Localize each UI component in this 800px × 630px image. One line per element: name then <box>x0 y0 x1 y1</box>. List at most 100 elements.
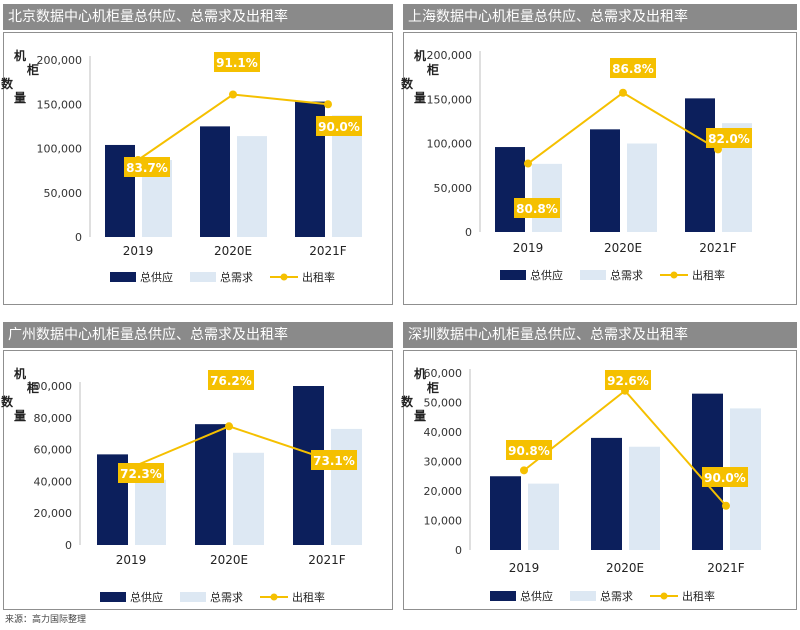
svg-text:柜: 柜 <box>426 380 439 395</box>
chart-title: 北京数据中心机柜量总供应、总需求及出租率 <box>3 4 393 30</box>
svg-text:数: 数 <box>401 394 414 409</box>
supply-bar <box>685 98 715 233</box>
x-tick-label: 2019 <box>123 244 154 258</box>
rate-label: 76.2% <box>210 374 252 388</box>
demand-bar <box>532 163 562 232</box>
rate-label-box <box>124 157 170 177</box>
legend-demand-swatch <box>180 592 206 602</box>
rate-point <box>619 88 627 97</box>
rate-point <box>722 501 730 510</box>
y-tick-label: 40,000 <box>34 475 73 488</box>
rate-label-box <box>311 450 357 470</box>
demand-bar <box>233 452 264 545</box>
rate-point <box>225 422 233 431</box>
svg-text:量: 量 <box>414 409 426 423</box>
chart-frame <box>3 32 393 305</box>
svg-text:柜: 柜 <box>426 62 439 77</box>
y-tick-label: 100,000 <box>27 380 73 393</box>
svg-text:柜: 柜 <box>26 62 39 77</box>
rate-label-box <box>610 58 656 78</box>
legend-demand-label: 总需求 <box>600 589 633 603</box>
rate-label: 82.0% <box>708 132 750 146</box>
x-tick-label: 2021F <box>309 244 347 258</box>
supply-bar <box>490 476 521 550</box>
chart-title: 上海数据中心机柜量总供应、总需求及出租率 <box>403 4 797 30</box>
rate-label-box <box>702 467 748 487</box>
legend-supply-label: 总供应 <box>520 589 553 603</box>
x-tick-label: 2019 <box>116 553 147 567</box>
y-tick-label: 100,000 <box>37 143 83 156</box>
rate-label: 92.6% <box>607 374 649 388</box>
y-tick-label: 100,000 <box>427 138 473 151</box>
y-tick-label: 150,000 <box>427 93 473 106</box>
legend-demand-label: 总需求 <box>610 268 643 282</box>
rate-label: 86.8% <box>612 62 654 76</box>
y-tick-label: 60,000 <box>34 444 73 457</box>
y-tick-label: 50,000 <box>44 187 83 200</box>
rate-label-box <box>214 52 260 72</box>
svg-text:机: 机 <box>414 48 426 63</box>
legend-demand-swatch <box>580 270 606 280</box>
rate-label-box <box>506 440 552 460</box>
svg-text:数: 数 <box>1 76 14 91</box>
x-tick-label: 2020E <box>210 553 248 567</box>
demand-bar <box>627 143 657 232</box>
svg-text:量: 量 <box>414 91 426 105</box>
legend-rate-marker <box>660 592 668 600</box>
demand-bar <box>331 428 362 545</box>
chart-title: 深圳数据中心机柜量总供应、总需求及出租率 <box>403 322 797 348</box>
demand-bar <box>237 136 267 237</box>
rate-label-box <box>706 128 752 148</box>
legend-supply-label: 总供应 <box>140 270 173 284</box>
svg-text:量: 量 <box>14 409 26 423</box>
y-tick-label: 30,000 <box>424 456 463 469</box>
x-tick-label: 2021F <box>707 561 745 575</box>
rate-label-box <box>208 370 254 390</box>
legend-rate-label: 出租率 <box>292 590 325 604</box>
y-tick-label: 10,000 <box>424 515 463 528</box>
supply-bar <box>590 129 620 232</box>
shenzhen-panel: 深圳数据中心机柜量总供应、总需求及出租率 机柜数量 0 10,000 20,000 30… <box>401 322 797 610</box>
legend-rate-marker <box>270 593 278 601</box>
legend-supply-swatch <box>110 272 136 282</box>
y-tick-label: 200,000 <box>37 54 83 67</box>
legend-supply-swatch <box>500 270 526 280</box>
y-tick-label: 200,000 <box>427 49 473 62</box>
x-tick-label: 2020E <box>606 561 644 575</box>
rate-label: 80.8% <box>516 202 558 216</box>
rate-label-box <box>605 370 651 390</box>
svg-text:数: 数 <box>401 76 414 91</box>
rate-label-box <box>514 198 560 218</box>
rate-label: 72.3% <box>120 467 162 481</box>
beijing-panel: 北京数据中心机柜量总供应、总需求及出租率 机柜数量 0 50,000 100,000 1… <box>1 4 393 305</box>
rate-label: 73.1% <box>313 454 355 468</box>
rate-label: 91.1% <box>216 56 258 70</box>
legend-rate-label: 出租率 <box>302 270 335 284</box>
x-tick-label: 2019 <box>509 561 540 575</box>
rate-label-box <box>118 463 164 483</box>
supply-bar <box>495 147 525 232</box>
svg-text:数: 数 <box>1 394 14 409</box>
rate-label: 90.8% <box>508 444 550 458</box>
legend-supply-label: 总供应 <box>530 268 563 282</box>
legend-supply-swatch <box>100 592 126 602</box>
y-tick-label: 150,000 <box>37 98 83 111</box>
guangzhou-panel: 广州数据中心机柜量总供应、总需求及出租率 机柜数量 0 20,000 40,000 60… <box>1 322 393 610</box>
svg-text:机: 机 <box>14 48 26 63</box>
demand-bar <box>629 446 660 550</box>
y-tick-label: 20,000 <box>424 485 463 498</box>
supply-bar <box>200 126 230 237</box>
y-tick-label: 60,000 <box>424 367 463 380</box>
x-tick-label: 2020E <box>604 241 642 255</box>
rate-label-box <box>316 116 362 136</box>
legend-demand-label: 总需求 <box>210 590 243 604</box>
